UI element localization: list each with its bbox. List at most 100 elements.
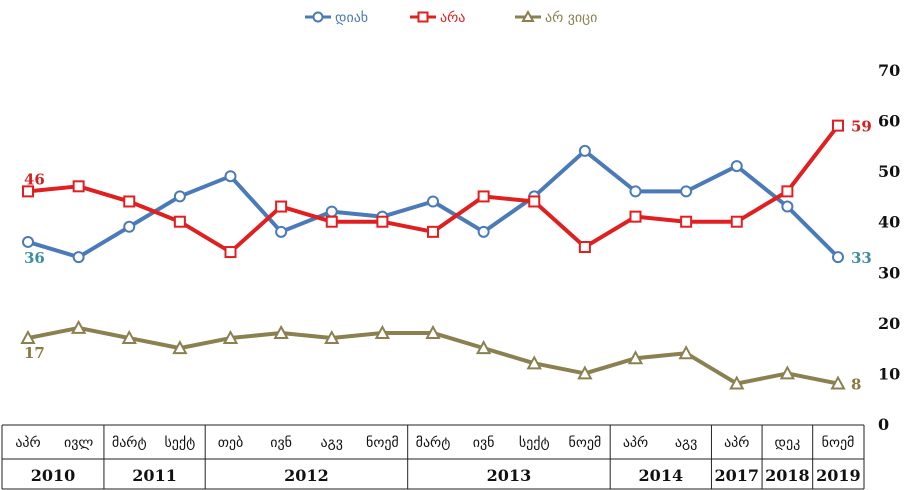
data-point [324, 329, 340, 345]
year-label: 2017 [714, 466, 759, 485]
y-tick-label: 10 [878, 364, 900, 383]
data-label-last: 8 [851, 376, 861, 394]
data-point [70, 319, 87, 334]
data-point [477, 190, 490, 203]
year-label: 2010 [31, 466, 76, 485]
data-point [275, 200, 288, 213]
data-point [832, 119, 844, 132]
legend-marker [521, 9, 535, 22]
x-tick-label: ნოემ [366, 435, 399, 451]
legend-entry-2: არა [410, 9, 465, 26]
data-label-first: 36 [24, 249, 45, 267]
data-point [781, 200, 794, 213]
y-tick-label: 50 [878, 162, 900, 181]
legend-entry-1: დიახ [305, 10, 368, 26]
data-point [72, 180, 85, 193]
data-point [427, 225, 439, 238]
data-point [20, 329, 36, 345]
series-layer: 36 33 46 59 17 8 [20, 118, 872, 394]
data-point [123, 195, 136, 208]
x-tick-label: ივნ [270, 435, 292, 451]
x-tick-label: ნოემ [569, 435, 602, 451]
x-tick-label: აპრ [15, 434, 40, 451]
data-point [526, 355, 542, 370]
data-label-first: 17 [24, 344, 45, 362]
data-point [173, 190, 186, 203]
x-tick-label: აგვ [321, 435, 343, 451]
data-point [832, 251, 844, 264]
data-point [830, 375, 846, 390]
y-tick-label: 30 [878, 263, 900, 282]
legend-label: არა [440, 9, 465, 26]
data-point [781, 185, 794, 198]
x-tick-label: ნოემ [822, 435, 855, 451]
data-point [730, 215, 743, 228]
year-label: 2018 [765, 466, 810, 485]
data-point [22, 235, 34, 248]
data-point [680, 185, 693, 198]
x-tick-label: სექტ [164, 435, 195, 451]
y-tick-label: 60 [878, 112, 900, 131]
year-label: 2019 [816, 466, 861, 485]
data-point [427, 195, 439, 208]
data-point [578, 241, 591, 253]
data-point [325, 205, 338, 218]
data-point [578, 144, 591, 157]
data-point [577, 365, 593, 380]
data-point [325, 215, 338, 228]
x-tick-label: აპრ [724, 434, 749, 451]
y-tick-label: 0 [878, 415, 889, 434]
x-tick-label: დეკ [775, 435, 801, 451]
series-2: 46 59 [22, 118, 872, 259]
data-point [374, 324, 391, 339]
y-tick-label: 20 [878, 314, 900, 333]
year-label: 2014 [639, 466, 684, 485]
legend-marker [417, 11, 429, 23]
legend-entry-3: არ ვიცი [515, 9, 597, 26]
data-point [680, 215, 693, 228]
data-point [121, 329, 137, 345]
x-tick-label: აგვ [675, 435, 697, 451]
series-3: 17 8 [20, 319, 861, 394]
data-point [730, 160, 743, 173]
data-point [224, 246, 237, 259]
data-point [222, 329, 239, 345]
x-tick-label: ივნ [473, 435, 495, 451]
x-tick-label: ივლ [64, 435, 93, 451]
legend: დიახ არა არ ვიცი [305, 9, 597, 26]
x-axis-table: აპრ ივლ 2010 მარტ სექტ 2011 თებ ივნ აგვ ნოემ 2012 მ… [1, 424, 865, 490]
data-point [629, 210, 642, 223]
data-label-last: 59 [851, 118, 872, 136]
x-tick-label: მარტ [416, 434, 451, 451]
data-point [678, 345, 694, 360]
data-point [477, 225, 490, 238]
data-point [729, 375, 745, 390]
year-label: 2011 [132, 466, 177, 485]
data-point [172, 340, 188, 355]
data-label-first: 46 [24, 170, 45, 188]
legend-label: დიახ [335, 10, 368, 26]
data-point [475, 340, 492, 355]
legend-marker [312, 11, 324, 23]
x-tick-label: თებ [218, 435, 244, 451]
x-tick-label: აპრ [623, 434, 648, 451]
data-point [425, 324, 441, 339]
data-point [72, 251, 85, 264]
data-point [123, 220, 136, 233]
y-tick-label: 40 [878, 213, 900, 232]
data-point [173, 215, 186, 228]
data-point [779, 365, 796, 380]
data-label-last: 33 [851, 249, 872, 267]
data-point [273, 324, 289, 339]
series-1: 36 33 [22, 144, 872, 267]
year-label: 2013 [487, 466, 532, 485]
data-point [629, 185, 642, 198]
y-tick-label: 70 [878, 61, 900, 80]
x-tick-label: მარტ [112, 434, 147, 451]
data-point [528, 195, 541, 208]
legend-label: არ ვიცი [545, 9, 597, 26]
year-label: 2012 [284, 466, 329, 485]
y-axis: 0 10 20 30 40 50 60 70 [878, 61, 900, 434]
data-point [376, 215, 389, 228]
